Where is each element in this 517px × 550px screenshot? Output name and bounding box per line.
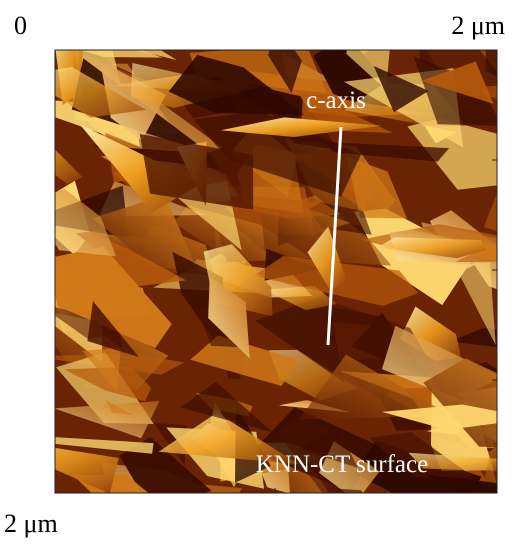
grain (483, 193, 497, 232)
grain (421, 61, 494, 104)
grain (55, 67, 146, 118)
grain (373, 65, 429, 113)
grain (336, 488, 363, 493)
c-axis-line (326, 126, 343, 346)
afm-image (55, 50, 497, 493)
grain (82, 347, 121, 393)
grain (180, 381, 273, 433)
grain (168, 54, 304, 115)
grain (100, 61, 166, 141)
texture (55, 50, 497, 493)
grain (55, 447, 119, 493)
grain (158, 412, 299, 465)
grain (485, 50, 497, 77)
grain (105, 399, 134, 416)
top-right-label: 2 μm (451, 11, 505, 40)
grain (208, 276, 250, 359)
origin-label: 0 (14, 11, 27, 40)
grain (55, 188, 117, 257)
grain (193, 111, 361, 197)
grain (80, 50, 163, 58)
ticks (164, 159, 497, 493)
grain (55, 149, 83, 184)
grain (55, 437, 154, 454)
grain (346, 156, 407, 219)
grain (220, 117, 382, 137)
grain (382, 404, 497, 430)
grain (408, 452, 497, 472)
grain (299, 354, 451, 420)
grain (87, 301, 139, 358)
grain (255, 293, 345, 383)
grain (449, 328, 497, 348)
grain (190, 335, 299, 386)
grain (307, 226, 347, 291)
grain (92, 194, 197, 269)
grain (55, 246, 172, 349)
grain (454, 262, 496, 345)
grain (139, 134, 254, 210)
grain (325, 142, 450, 162)
bottom-left-label: 2 μm (4, 509, 58, 538)
image-frame (54, 49, 498, 494)
grain (263, 285, 337, 311)
grain (55, 401, 160, 439)
axis-annotation: c-axis (306, 87, 366, 114)
grain (64, 366, 152, 402)
grain (426, 474, 497, 493)
grain (377, 237, 487, 259)
grain (268, 50, 302, 93)
grain (298, 427, 358, 468)
surface-annotation: KNN-CT surface (256, 451, 428, 478)
grain (407, 118, 497, 190)
